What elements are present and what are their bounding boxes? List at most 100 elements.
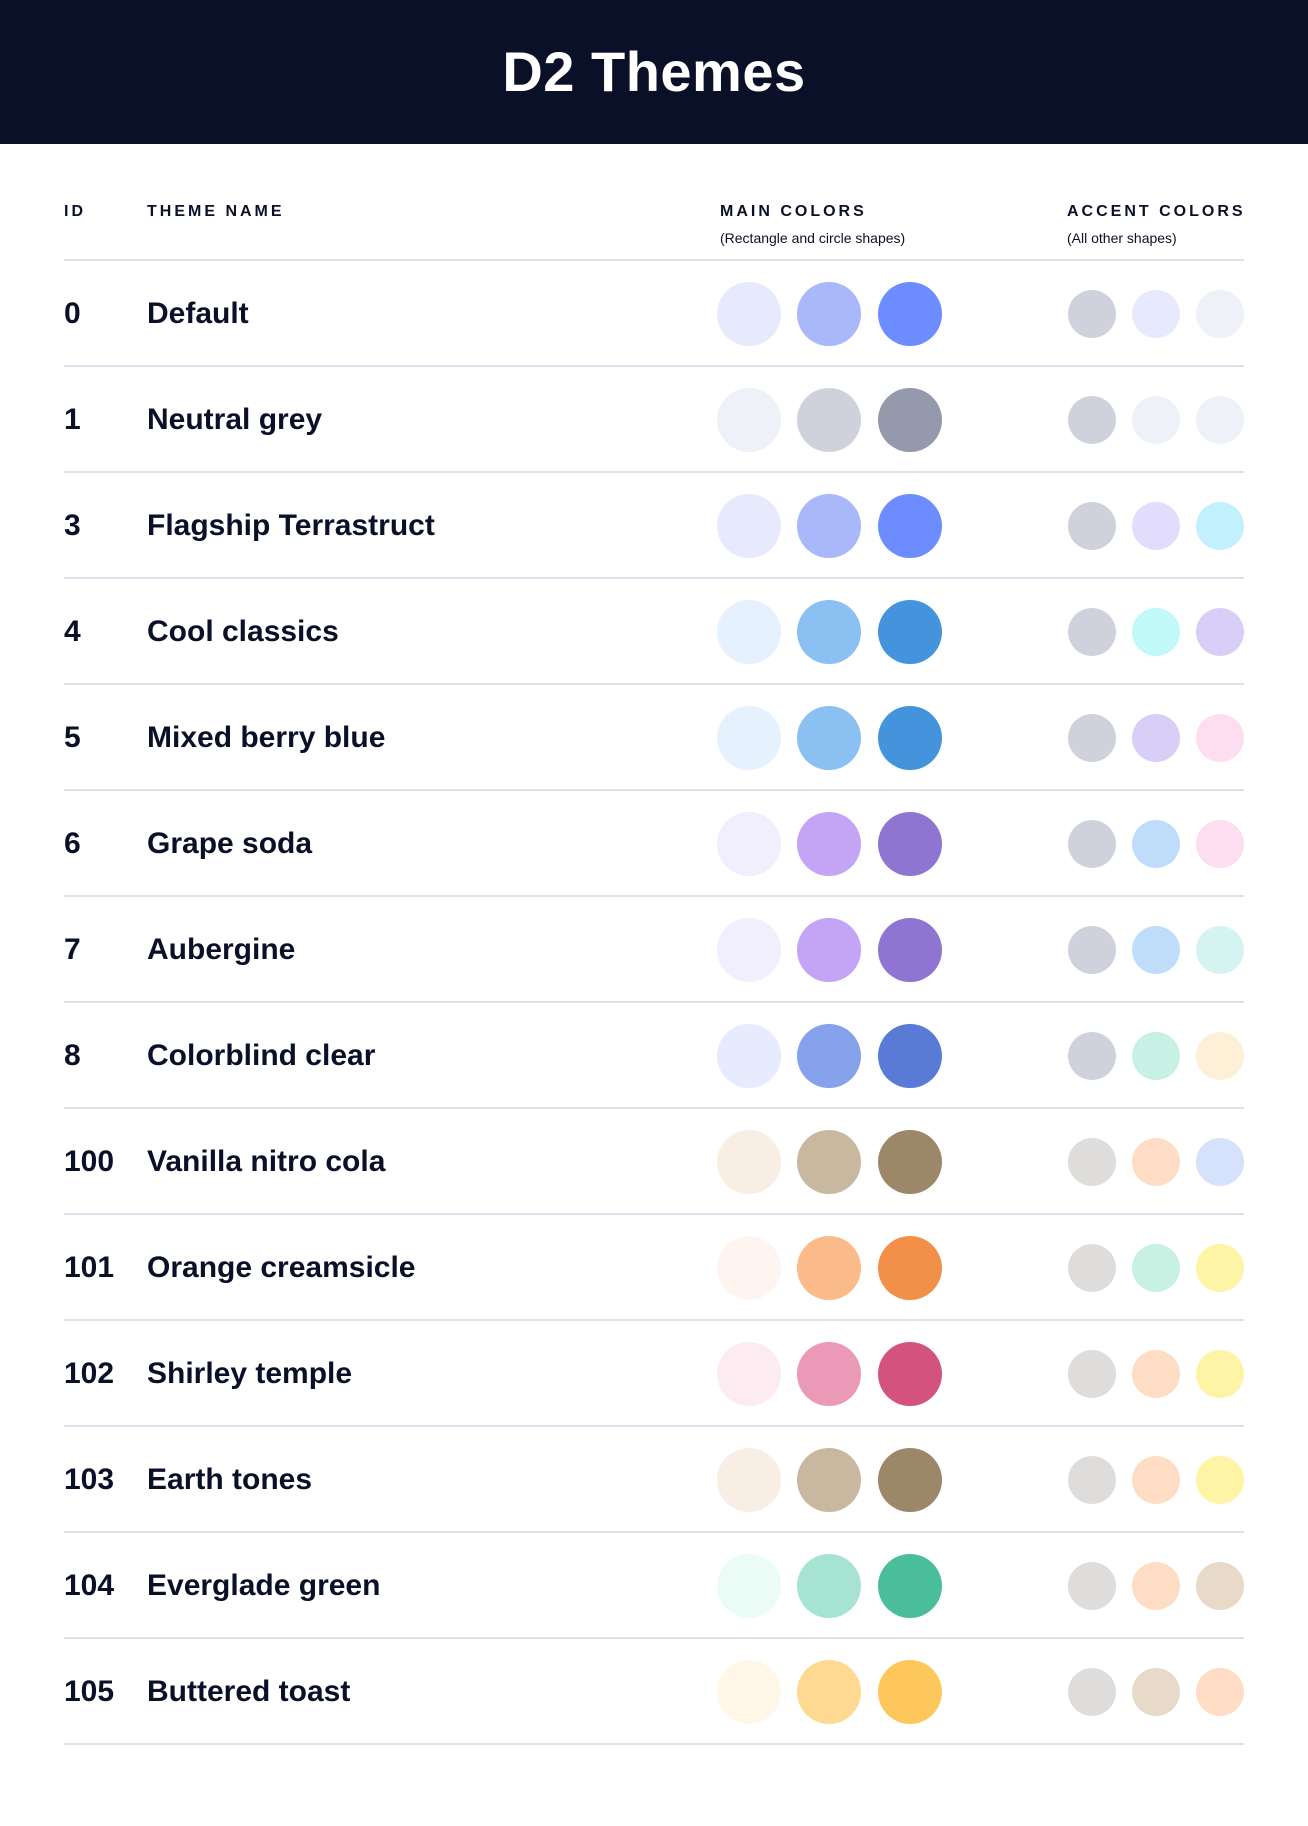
theme-id: 0 (64, 297, 81, 330)
theme-name: Cool classics (147, 615, 339, 648)
main-color-swatch (797, 388, 861, 452)
theme-id: 8 (64, 1039, 81, 1072)
accent-color-swatch (1132, 396, 1180, 444)
column-accent-colors: ACCENT COLORS (1067, 203, 1246, 220)
accent-color-swatch (1196, 1032, 1244, 1080)
main-color-swatch (797, 1554, 861, 1618)
theme-id: 105 (64, 1675, 115, 1708)
main-color-swatch (717, 812, 781, 876)
table-row: 3 Flagship Terrastruct (64, 473, 1244, 579)
accent-color-swatch (1196, 396, 1244, 444)
table-row: 1 Neutral grey (64, 367, 1244, 473)
themes-table: ID THEME NAME MAIN COLORS (Rectangle and… (64, 144, 1244, 1745)
theme-id: 104 (64, 1569, 115, 1602)
table-row: 103 Earth tones (64, 1427, 1244, 1533)
main-color-swatch (797, 1342, 861, 1406)
theme-name: Neutral grey (147, 403, 323, 436)
main-color-swatch (797, 494, 861, 558)
theme-id: 7 (64, 933, 81, 966)
table-row: 101 Orange creamsicle (64, 1215, 1244, 1321)
table-row: 0 Default (64, 261, 1244, 367)
accent-color-swatch (1196, 1668, 1244, 1716)
accent-color-swatch (1132, 820, 1180, 868)
table-row: 100 Vanilla nitro cola (64, 1109, 1244, 1215)
main-color-swatch (717, 1130, 781, 1194)
accent-color-swatch (1068, 714, 1116, 762)
table-row: 104 Everglade green (64, 1533, 1244, 1639)
theme-name: Buttered toast (147, 1675, 351, 1708)
accent-color-swatch (1132, 714, 1180, 762)
accent-color-swatch (1196, 820, 1244, 868)
main-color-swatch (878, 1024, 942, 1088)
main-color-swatch (797, 282, 861, 346)
main-color-swatch (717, 388, 781, 452)
theme-id: 6 (64, 827, 81, 860)
column-accent-colors-subtitle: (All other shapes) (1067, 230, 1177, 246)
accent-color-swatch (1068, 1138, 1116, 1186)
accent-color-swatch (1068, 1456, 1116, 1504)
table-row: 8 Colorblind clear (64, 1003, 1244, 1109)
theme-name: Mixed berry blue (147, 721, 386, 754)
table-header: ID THEME NAME MAIN COLORS (Rectangle and… (64, 144, 1244, 261)
main-color-swatch (717, 1236, 781, 1300)
theme-id: 1 (64, 403, 81, 436)
theme-name: Grape soda (147, 827, 313, 860)
accent-color-swatch (1068, 1562, 1116, 1610)
column-id: ID (64, 203, 86, 220)
main-color-swatch (878, 1342, 942, 1406)
accent-color-swatch (1196, 290, 1244, 338)
main-color-swatch (797, 812, 861, 876)
accent-color-swatch (1196, 926, 1244, 974)
accent-color-swatch (1132, 1668, 1180, 1716)
theme-name: Vanilla nitro cola (147, 1145, 386, 1178)
page-title: D2 Themes (502, 39, 806, 103)
theme-name: Everglade green (147, 1569, 381, 1602)
theme-name: Earth tones (147, 1463, 313, 1496)
main-color-swatch (878, 282, 942, 346)
theme-id: 3 (64, 509, 81, 542)
accent-color-swatch (1132, 502, 1180, 550)
main-color-swatch (797, 1130, 861, 1194)
accent-color-swatch (1132, 290, 1180, 338)
table-row: 4 Cool classics (64, 579, 1244, 685)
main-color-swatch (717, 1554, 781, 1618)
theme-id: 5 (64, 721, 81, 754)
table-row: 105 Buttered toast (64, 1639, 1244, 1745)
table-row: 5 Mixed berry blue (64, 685, 1244, 791)
main-color-swatch (878, 706, 942, 770)
main-color-swatch (717, 494, 781, 558)
theme-name: Aubergine (147, 933, 296, 966)
main-color-swatch (717, 282, 781, 346)
column-theme-name: THEME NAME (147, 203, 285, 220)
main-color-swatch (797, 918, 861, 982)
main-color-swatch (717, 706, 781, 770)
main-color-swatch (717, 1024, 781, 1088)
main-color-swatch (878, 600, 942, 664)
table-row: 102 Shirley temple (64, 1321, 1244, 1427)
main-color-swatch (717, 1342, 781, 1406)
main-color-swatch (878, 1236, 942, 1300)
table-row: 6 Grape soda (64, 791, 1244, 897)
accent-color-swatch (1132, 1562, 1180, 1610)
theme-id: 101 (64, 1251, 115, 1284)
main-color-swatch (717, 600, 781, 664)
accent-color-swatch (1132, 1350, 1180, 1398)
theme-id: 103 (64, 1463, 115, 1496)
theme-id: 100 (64, 1145, 115, 1178)
accent-color-swatch (1068, 396, 1116, 444)
main-color-swatch (797, 1660, 861, 1724)
accent-color-swatch (1068, 1244, 1116, 1292)
accent-color-swatch (1196, 1138, 1244, 1186)
accent-color-swatch (1132, 1138, 1180, 1186)
main-color-swatch (878, 1554, 942, 1618)
main-color-swatch (878, 1130, 942, 1194)
accent-color-swatch (1196, 1562, 1244, 1610)
accent-color-swatch (1068, 926, 1116, 974)
main-color-swatch (878, 1448, 942, 1512)
main-color-swatch (797, 600, 861, 664)
main-color-swatch (717, 1448, 781, 1512)
accent-color-swatch (1196, 608, 1244, 656)
theme-name: Orange creamsicle (147, 1251, 416, 1284)
theme-id: 4 (64, 615, 81, 648)
accent-color-swatch (1068, 1350, 1116, 1398)
